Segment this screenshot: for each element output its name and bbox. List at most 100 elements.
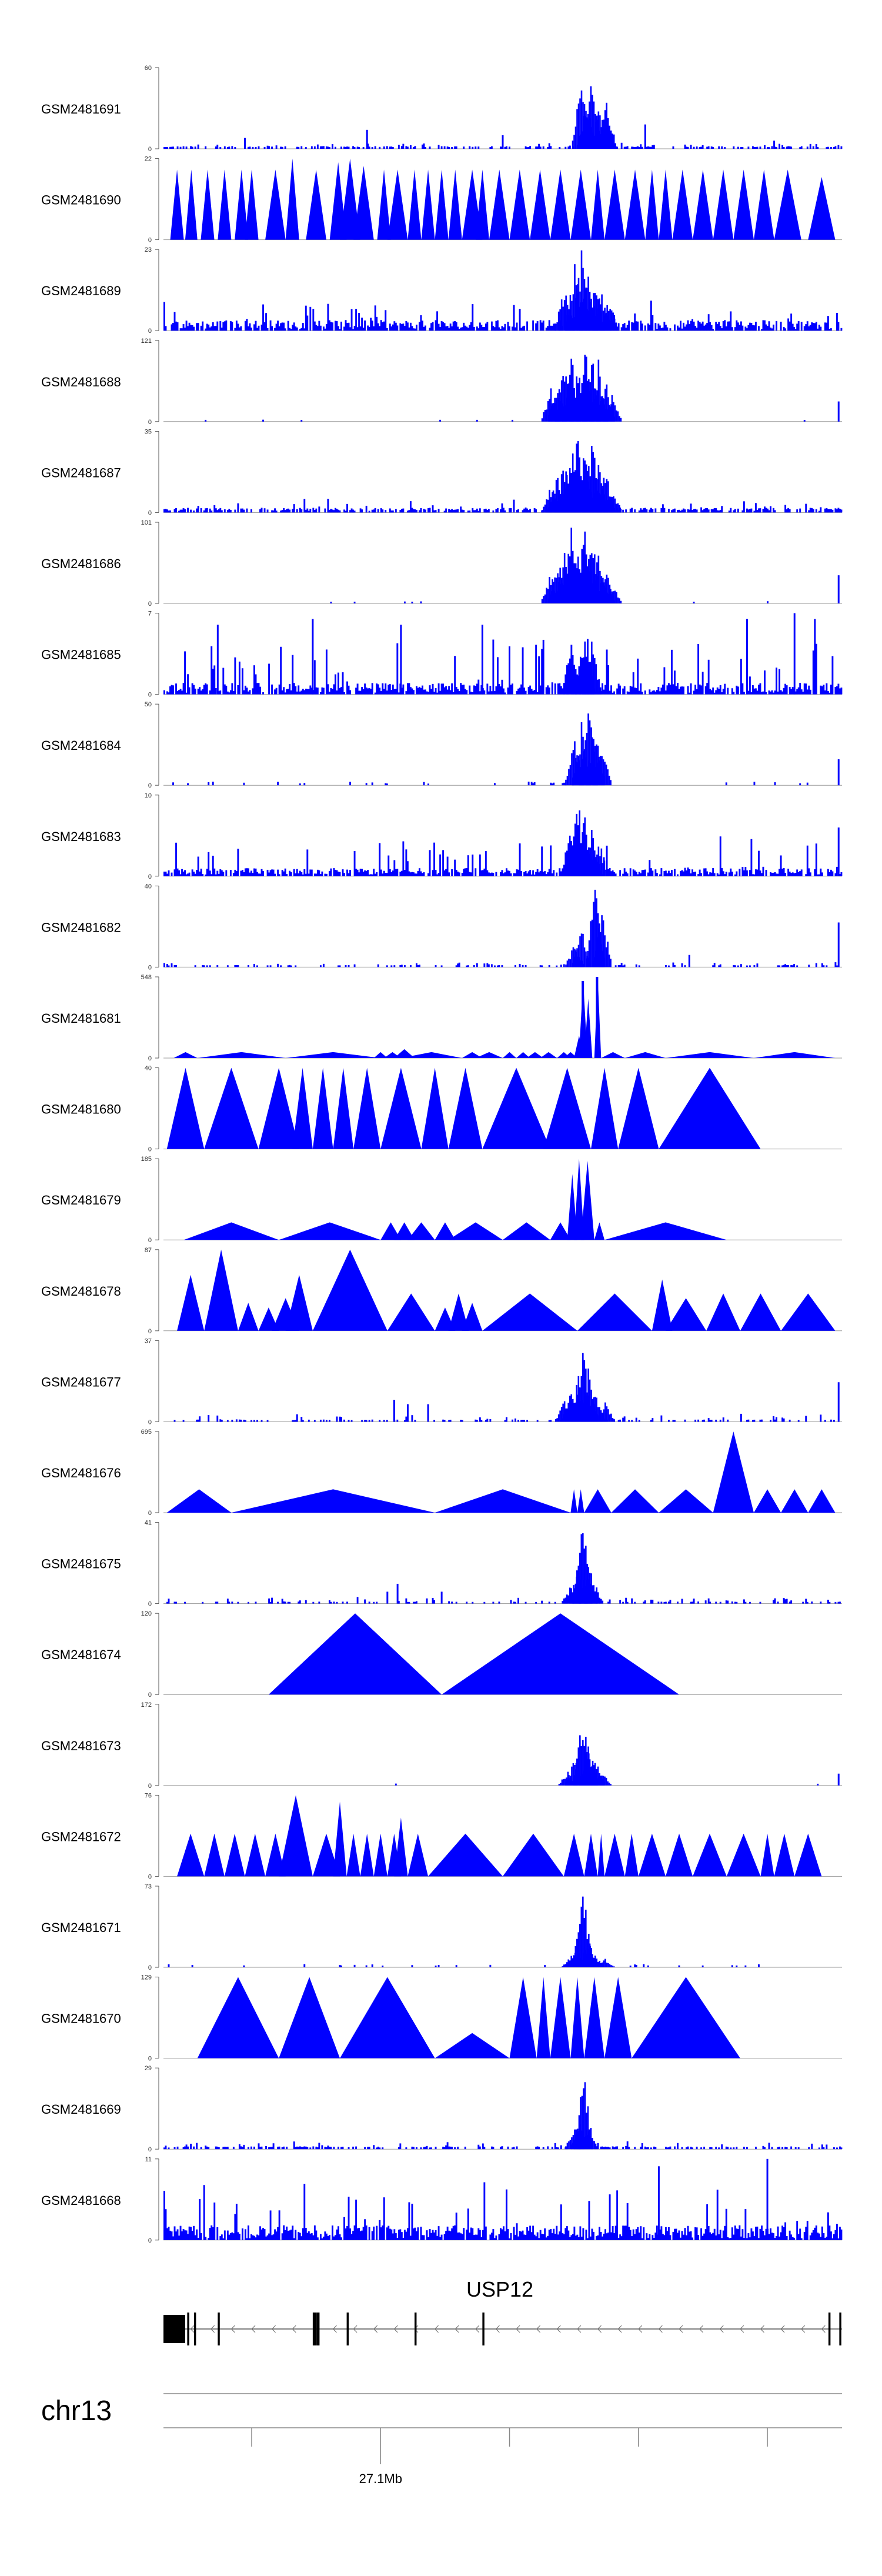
signal-bar xyxy=(339,872,341,876)
signal-peak xyxy=(600,848,603,876)
signal-peak xyxy=(608,1783,610,1786)
signal-peak xyxy=(571,845,573,876)
strand-arrow-icon xyxy=(251,2325,256,2333)
signal-bar xyxy=(747,325,750,331)
signal-bar xyxy=(343,146,345,149)
signal-bar xyxy=(606,845,608,876)
signal-bar xyxy=(545,328,547,331)
signal-peak xyxy=(585,584,587,603)
signal-bar xyxy=(246,2238,248,2240)
signal-peak xyxy=(562,1403,564,1422)
signal-bar xyxy=(787,965,790,967)
signal-bar xyxy=(499,686,502,695)
signal-bar xyxy=(427,873,429,876)
signal-bar xyxy=(731,1601,733,1604)
signal-bar xyxy=(268,2233,270,2240)
signal-bar xyxy=(295,1420,297,1422)
signal-peak xyxy=(583,1548,586,1604)
signal-peak xyxy=(583,1402,585,1422)
signal-bar xyxy=(823,2147,825,2150)
signal-bar xyxy=(324,328,326,331)
signal-bar xyxy=(300,146,303,149)
signal-bar xyxy=(256,965,258,967)
signal-bar xyxy=(681,2231,683,2240)
signal-bar xyxy=(168,1964,170,1967)
signal-bar xyxy=(512,326,513,331)
signal-peak xyxy=(599,326,601,331)
signal-peak xyxy=(587,1368,589,1422)
signal-bar xyxy=(527,147,530,149)
signal-bar xyxy=(641,323,643,331)
signal-peak xyxy=(557,478,559,513)
signal-peak xyxy=(587,2131,589,2150)
signal-bar xyxy=(803,420,806,422)
signal-triangle xyxy=(693,1833,727,1877)
signal-bar xyxy=(781,965,784,967)
signal-bar xyxy=(315,2146,318,2150)
signal-peak xyxy=(602,1600,604,1604)
signal-bar xyxy=(609,2147,611,2150)
signal-bar xyxy=(664,965,667,967)
signal-peak xyxy=(607,118,609,149)
signal-bar xyxy=(293,683,295,695)
signal-triangle xyxy=(808,176,836,240)
signal-peak xyxy=(561,1779,563,1786)
signal-bar xyxy=(448,1601,450,1604)
signal-bar xyxy=(371,509,373,513)
signal-bar xyxy=(637,146,639,149)
signal-bar xyxy=(710,325,713,331)
signal-bar xyxy=(402,684,405,695)
signal-peak xyxy=(550,388,552,422)
signal-bar xyxy=(464,2147,466,2150)
signal-bar xyxy=(674,869,676,876)
signal-bar xyxy=(512,1419,513,1422)
signal-bar xyxy=(759,1419,761,1422)
signal-bar xyxy=(696,2147,698,2150)
signal-spike xyxy=(837,1382,840,1422)
signal-bar xyxy=(710,509,713,513)
signal-bar xyxy=(171,2231,173,2240)
signal-peak xyxy=(590,588,592,603)
signal-bar xyxy=(247,868,249,876)
signal-spike xyxy=(837,922,840,967)
signal-bar xyxy=(436,311,439,331)
signal-bar xyxy=(680,510,681,513)
signal-bar xyxy=(235,870,238,876)
signal-peak xyxy=(582,1896,584,1967)
signal-bar xyxy=(610,685,613,695)
signal-bar xyxy=(225,685,228,695)
signal-bar xyxy=(184,2146,186,2150)
signal-bar xyxy=(734,1601,736,1604)
signal-bar xyxy=(397,2147,400,2150)
signal-bar xyxy=(278,684,280,695)
signal-bar xyxy=(653,2146,655,2150)
signal-bar xyxy=(513,499,515,513)
signal-bar xyxy=(736,1601,738,1604)
signal-bar xyxy=(472,508,474,513)
signal-bar xyxy=(379,843,381,876)
signal-bar xyxy=(389,508,391,513)
signal-peak xyxy=(576,1570,578,1604)
signal-bar xyxy=(480,870,483,876)
signal-bar xyxy=(617,965,620,967)
signal-peak xyxy=(610,959,612,967)
signal-bar xyxy=(356,869,359,876)
signal-bar xyxy=(677,874,679,876)
signal-bar xyxy=(240,1419,242,1422)
signal-bar xyxy=(397,692,400,695)
signal-bar xyxy=(690,503,692,513)
signal-triangle xyxy=(567,1174,577,1240)
signal-bar xyxy=(796,869,799,876)
y-max-label: 41 xyxy=(145,1520,152,1527)
signal-triangle xyxy=(536,1977,550,2058)
signal-bar xyxy=(522,510,524,513)
signal-peak xyxy=(604,388,606,422)
signal-bar xyxy=(694,872,697,876)
signal-bar xyxy=(551,2147,553,2150)
signal-bar xyxy=(272,2143,275,2150)
signal-bar xyxy=(790,2146,793,2150)
signal-bar xyxy=(566,2226,568,2240)
signal-bar xyxy=(312,2235,315,2240)
signal-bar xyxy=(432,322,434,331)
signal-bar xyxy=(727,688,729,695)
